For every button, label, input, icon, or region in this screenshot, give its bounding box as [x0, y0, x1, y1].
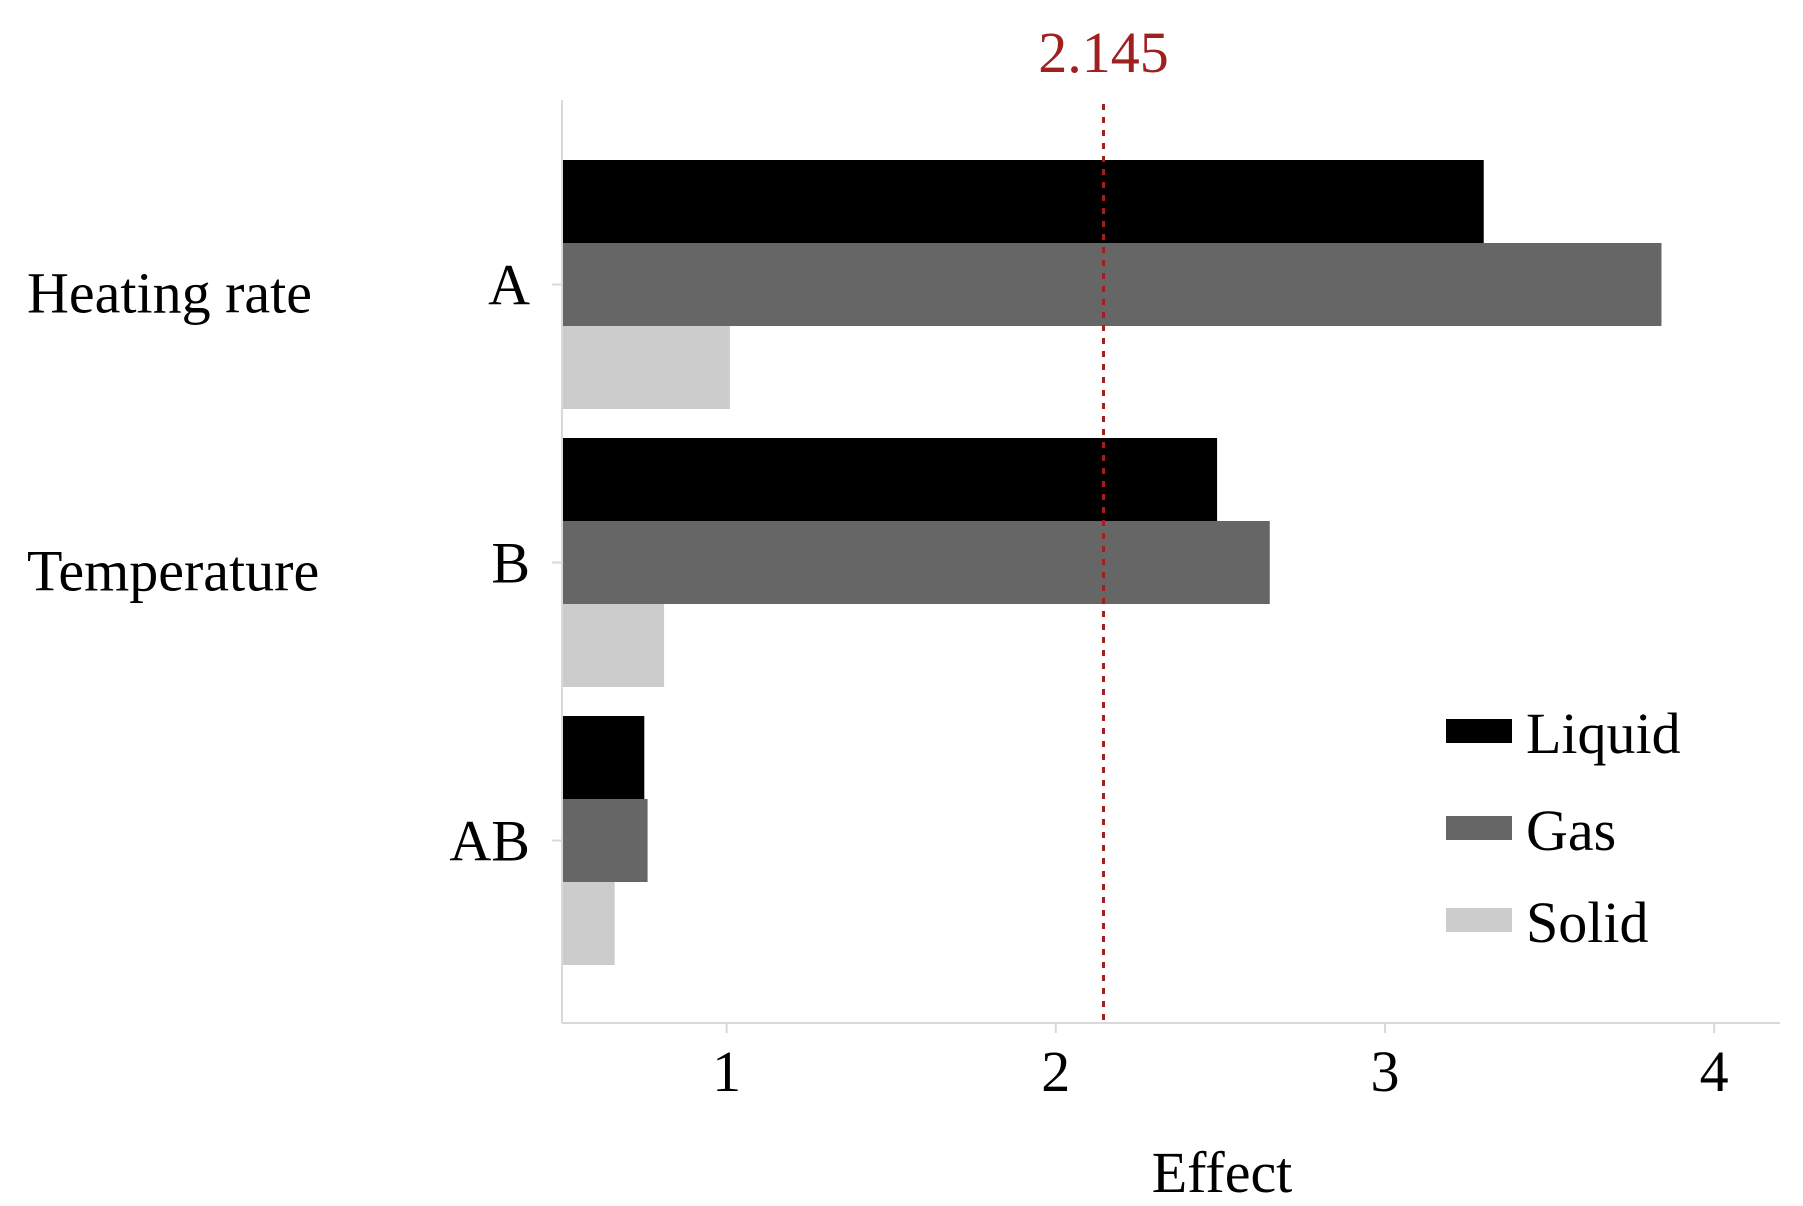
- bar-gas-b: [562, 521, 1270, 604]
- bar-liquid-ab: [562, 716, 645, 799]
- x-axis-title: Effect: [1152, 1140, 1293, 1205]
- y-tick-label-a: A: [488, 253, 530, 318]
- bar-solid-b: [562, 604, 665, 687]
- legend-swatch-liquid: [1446, 719, 1512, 743]
- factor-label-b: Temperature: [27, 539, 319, 604]
- legend-swatch-gas: [1446, 816, 1512, 840]
- y-tick-label-ab: AB: [449, 809, 530, 874]
- bar-solid-ab: [562, 882, 615, 965]
- bar-liquid-b: [562, 438, 1218, 521]
- legend-label-solid: Solid: [1526, 890, 1649, 955]
- legend-label-gas: Gas: [1526, 798, 1616, 863]
- factor-label-a: Heating rate: [27, 261, 312, 326]
- bar-solid-a: [562, 326, 730, 409]
- legend-swatch-solid: [1446, 908, 1512, 932]
- x-tick-label: 2: [1041, 1039, 1070, 1104]
- y-tick-label-b: B: [491, 531, 530, 596]
- bar-liquid-a: [562, 160, 1484, 243]
- x-tick-label: 4: [1700, 1039, 1729, 1104]
- x-tick-label: 3: [1370, 1039, 1399, 1104]
- x-tick-label: 1: [712, 1039, 741, 1104]
- reference-line-label: 2.145: [1038, 20, 1169, 85]
- bar-gas-a: [562, 243, 1662, 326]
- legend-label-liquid: Liquid: [1526, 701, 1681, 766]
- bar-gas-ab: [562, 799, 648, 882]
